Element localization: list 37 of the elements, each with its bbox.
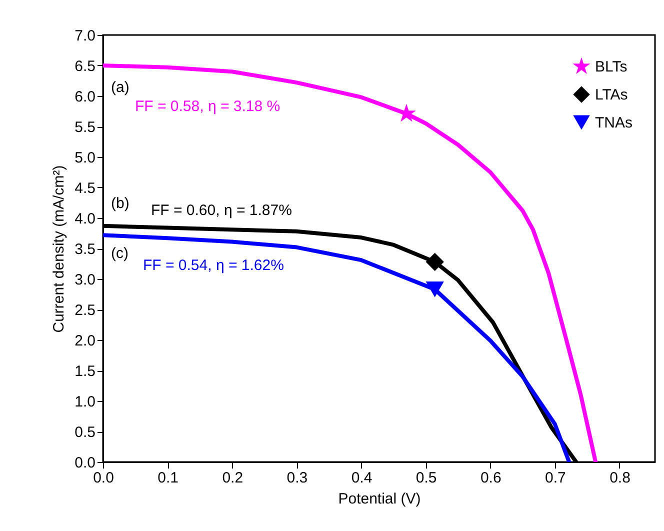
y-tick-label: 7.0 [74,28,96,44]
y-tick-label: 1.0 [74,394,96,410]
legend-label: LTAs [595,86,628,104]
y-tick-label: 3.0 [74,272,96,288]
annotation: FF = 0.54, η = 1.62% [143,257,284,274]
x-tick-label: 0.5 [416,470,437,486]
annotation: (c) [111,245,128,262]
legend-label: TNAs [595,114,632,132]
annotation: (a) [111,79,130,96]
x-tick-label: 0.2 [222,470,244,486]
y-tick-label: 6.5 [74,58,96,75]
y-tick-label: 0.0 [74,454,96,472]
x-tick-label: 0.8 [610,470,630,486]
x-axis-title: Potential (V) [338,490,421,508]
y-tick-label: 5.5 [74,119,96,136]
x-tick-label: 0.3 [286,470,308,486]
y-axis-title: Current density (mA/cm²) [50,165,68,333]
point [426,282,444,298]
y-tick-label: 1.5 [74,363,96,380]
x-tick-label: 0.7 [545,470,566,486]
annotation: FF = 0.60, η = 1.87% [151,202,292,219]
x-tick-label: 0.0 [93,470,114,486]
y-tick-label: 4.5 [74,180,96,197]
y-tick-label: 2.0 [74,332,96,350]
legend-label: BLTs [595,58,628,76]
annotation: (b) [111,195,130,212]
x-tick-label: 0.6 [480,470,502,486]
y-tick-label: 2.5 [74,302,96,319]
x-tick-label: 0.1 [158,470,178,486]
annotation: FF = 0.58, η = 3.18 % [135,98,280,115]
y-tick-label: 5.0 [74,150,96,166]
point [426,252,444,272]
y-tick-label: 6.0 [74,88,96,106]
y-tick-label: 3.5 [74,241,96,258]
y-tick-label: 0.5 [74,424,96,441]
x-tick-label: 0.4 [351,470,372,486]
y-tick-label: 4.0 [74,210,96,228]
